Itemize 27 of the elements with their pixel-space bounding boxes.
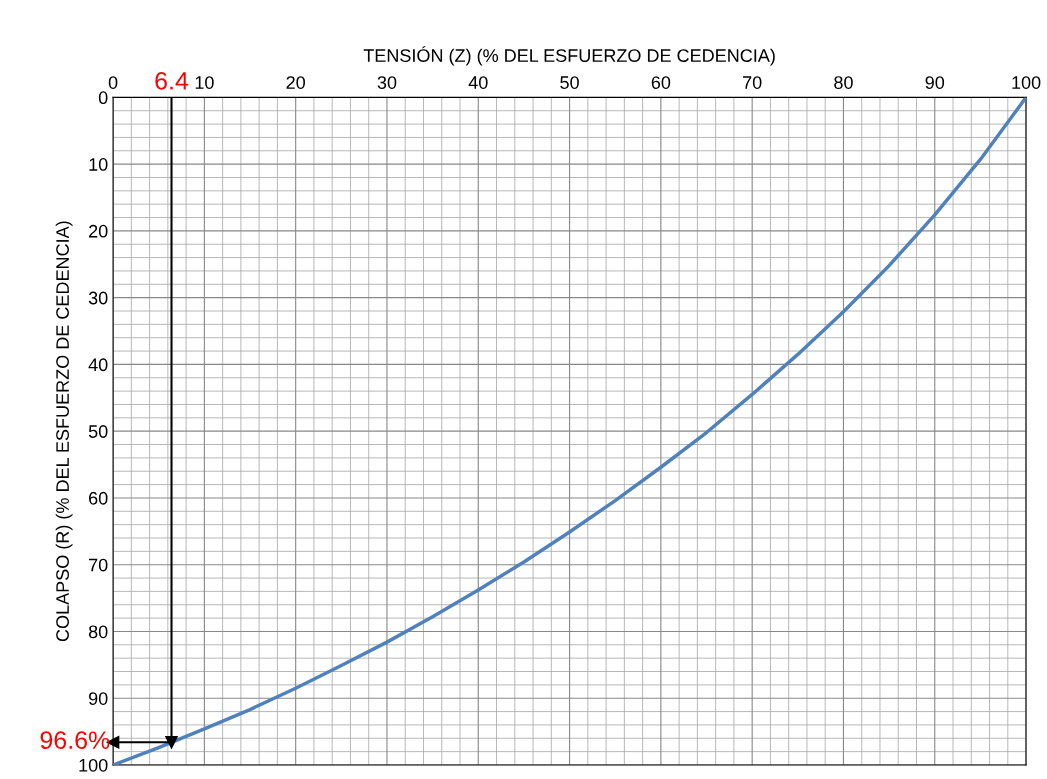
x-tick-label: 60 xyxy=(651,76,671,89)
y-tick-label: 70 xyxy=(89,558,108,572)
y-tick-label: 80 xyxy=(88,625,108,639)
y-tick-label: 100 xyxy=(79,758,108,772)
x-tick-label: 30 xyxy=(377,76,397,89)
x-tick-label: 90 xyxy=(925,76,945,89)
x-axis-title: TENSIÓN (Z) (% DEL ESFUERZO DE CEDENCIA) xyxy=(363,46,775,66)
x-tick-label: 40 xyxy=(468,76,488,89)
y-tick-label: 90 xyxy=(88,692,108,705)
y-tick-label: 60 xyxy=(89,491,108,505)
x-tick-label: 100 xyxy=(1012,76,1041,89)
y-tick-label: 30 xyxy=(88,291,108,305)
x-tick-label: 50 xyxy=(560,76,579,89)
y-axis-title: COLAPSO (R) (% DEL ESFUERZO DE CEDENCIA) xyxy=(55,221,73,642)
ref-line-label: 6.4 xyxy=(155,71,189,90)
y-tick-label: 10 xyxy=(89,158,108,171)
x-tick-label: 70 xyxy=(743,76,762,89)
x-tick-label: 20 xyxy=(286,76,306,89)
y-tick-label: 0 xyxy=(98,91,108,105)
line-series xyxy=(113,97,1027,765)
x-tick-label: 80 xyxy=(834,76,853,89)
x-tick-label: 0 xyxy=(108,76,118,89)
x-tick-label: 10 xyxy=(195,76,214,89)
y-tick-label: 20 xyxy=(89,224,108,238)
y-tick-label: 50 xyxy=(88,425,108,438)
ref-line-label: 96.6% xyxy=(40,731,110,749)
y-tick-label: 40 xyxy=(88,358,108,372)
